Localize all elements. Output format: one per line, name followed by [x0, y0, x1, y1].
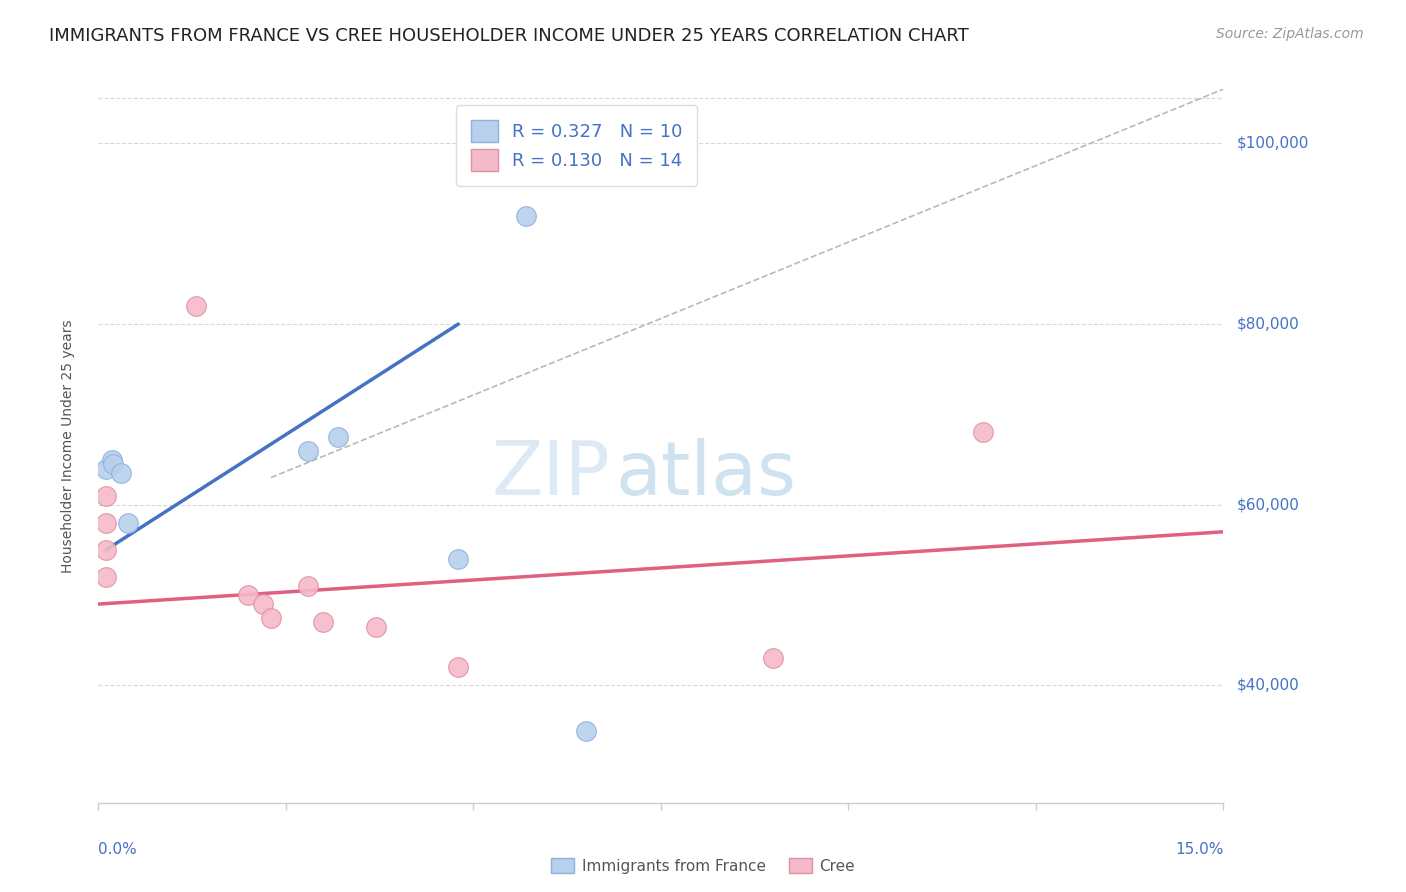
Point [94, 461, 117, 475]
Legend: Immigrants from France, Cree: Immigrants from France, Cree [546, 852, 860, 880]
Text: $100,000: $100,000 [1237, 136, 1309, 151]
Point [94, 570, 117, 584]
Text: Source: ZipAtlas.com: Source: ZipAtlas.com [1216, 27, 1364, 41]
Point [103, 457, 125, 471]
Point [364, 620, 387, 634]
Point [94, 489, 117, 503]
Point [575, 723, 598, 738]
Y-axis label: Householder Income Under 25 years: Householder Income Under 25 years [60, 319, 75, 573]
Point [252, 597, 274, 611]
Point [328, 430, 350, 444]
Point [762, 651, 785, 665]
Point [110, 466, 132, 480]
Point [94, 542, 117, 557]
Point [297, 579, 319, 593]
Point [447, 660, 470, 674]
Text: $60,000: $60,000 [1237, 497, 1301, 512]
Point [515, 209, 537, 223]
Text: 0.0%: 0.0% [98, 842, 138, 856]
Text: IMMIGRANTS FROM FRANCE VS CREE HOUSEHOLDER INCOME UNDER 25 YEARS CORRELATION CHA: IMMIGRANTS FROM FRANCE VS CREE HOUSEHOLD… [49, 27, 969, 45]
Point [260, 610, 283, 624]
Text: $80,000: $80,000 [1237, 317, 1301, 332]
Text: 15.0%: 15.0% [1175, 842, 1223, 856]
Point [312, 615, 335, 629]
Point [297, 443, 319, 458]
Point [101, 452, 124, 467]
Legend: R = 0.327   N = 10, R = 0.130   N = 14: R = 0.327 N = 10, R = 0.130 N = 14 [456, 105, 697, 186]
Point [447, 552, 470, 566]
Point [184, 299, 207, 313]
Point [238, 588, 260, 602]
Text: ZIP: ZIP [492, 438, 610, 511]
Text: $40,000: $40,000 [1237, 678, 1301, 693]
Point [972, 425, 994, 440]
Point [94, 516, 117, 530]
Text: atlas: atlas [616, 438, 797, 511]
Point [117, 516, 139, 530]
